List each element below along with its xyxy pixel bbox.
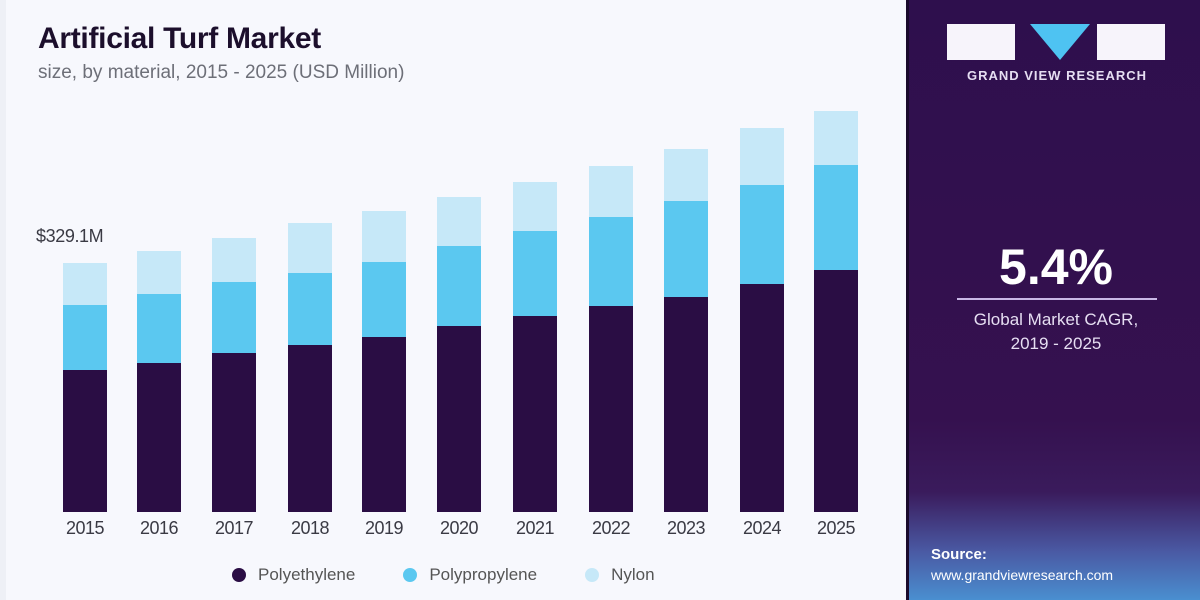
bar-segment-nylon	[212, 238, 256, 282]
bar-segment-polypropylene	[740, 185, 784, 284]
bar-segment-nylon	[437, 197, 481, 246]
bar-segment-nylon	[740, 128, 784, 185]
chart-title: Artificial Turf Market	[38, 22, 321, 55]
source-label: Source:	[931, 546, 987, 563]
side-panel: GRAND VIEW RESEARCH 5.4% Global Market C…	[906, 0, 1200, 600]
bar-2025	[814, 111, 858, 512]
bar-segment-nylon	[137, 251, 181, 294]
bar-segment-polyethylene	[664, 297, 708, 512]
x-axis-label: 2022	[591, 518, 631, 538]
cagr-label-line1: Global Market CAGR,	[973, 310, 1139, 329]
bar-segment-polyethylene	[288, 345, 332, 512]
bar-2015	[63, 263, 107, 512]
value-annotation-2015: $329.1M	[36, 226, 104, 246]
x-axis-label: 2024	[742, 518, 782, 538]
bar-segment-polypropylene	[513, 231, 557, 316]
bar-segment-polypropylene	[589, 217, 633, 306]
bar-2024	[740, 128, 784, 512]
logo-right-box-icon	[1097, 24, 1165, 60]
bar-2017	[212, 238, 256, 512]
bar-segment-polypropylene	[362, 262, 406, 337]
bar-segment-polyethylene	[362, 337, 406, 512]
cagr-label-line2: 2019 - 2025	[1010, 334, 1102, 353]
legend-label: Nylon	[611, 565, 655, 584]
bar-segment-polypropylene	[288, 273, 332, 345]
source-link[interactable]: www.grandviewresearch.com	[931, 567, 1114, 583]
logo-left-box-icon	[947, 24, 1015, 60]
legend-item-polyethylene: Polyethylene	[232, 565, 355, 585]
legend-swatch-polypropylene-icon	[403, 568, 418, 582]
legend-item-polypropylene: Polypropylene	[403, 565, 537, 585]
x-axis-label: 2019	[364, 518, 404, 538]
bar-2023	[664, 149, 708, 512]
bar-segment-polyethylene	[740, 284, 784, 512]
divider	[957, 298, 1157, 300]
bar-segment-polyethylene	[814, 270, 858, 512]
bar-segment-nylon	[63, 263, 107, 305]
bar-segment-nylon	[288, 223, 332, 273]
chart-card: Artificial Turf Market size, by material…	[6, 0, 906, 600]
legend-swatch-polyethylene-icon	[232, 568, 246, 582]
bar-segment-nylon	[362, 211, 406, 262]
x-axis-label: 2021	[515, 518, 555, 538]
bar-segment-polyethylene	[513, 316, 557, 512]
brand-name: GRAND VIEW RESEARCH	[966, 68, 1148, 83]
bar-2016	[137, 251, 181, 512]
bar-segment-polypropylene	[664, 201, 708, 297]
chart-subtitle: size, by material, 2015 - 2025 (USD Mill…	[38, 62, 405, 83]
bar-segment-nylon	[589, 166, 633, 217]
bar-2022	[589, 166, 633, 512]
legend: Polyethylene Polypropylene Nylon	[232, 565, 703, 585]
x-axis-label: 2015	[65, 518, 105, 538]
logo-triangle-icon	[1030, 24, 1090, 60]
x-axis-label: 2023	[666, 518, 706, 538]
bar-segment-polypropylene	[814, 165, 858, 270]
legend-item-nylon: Nylon	[585, 565, 655, 585]
bar-segment-polypropylene	[63, 305, 107, 370]
bar-segment-polypropylene	[212, 282, 256, 353]
bar-segment-polyethylene	[63, 370, 107, 512]
cagr-value: 5.4%	[999, 239, 1113, 295]
bar-segment-nylon	[664, 149, 708, 201]
x-axis-label: 2020	[439, 518, 479, 538]
bar-2020	[437, 197, 481, 512]
bar-segment-polypropylene	[137, 294, 181, 363]
bar-segment-polyethylene	[137, 363, 181, 512]
legend-label: Polyethylene	[258, 565, 356, 584]
stacked-bar-plot: 2015 2016 2017 2018 2019 2020 2021 2022 2023 2024…	[6, 0, 906, 600]
bar-2018	[288, 223, 332, 512]
legend-swatch-nylon-icon	[585, 568, 600, 582]
source: Source: www.grandviewresearch.com	[931, 545, 1113, 585]
bar-segment-polyethylene	[212, 353, 256, 512]
x-axis-label: 2025	[816, 518, 856, 538]
cagr-label: Global Market CAGR, 2019 - 2025	[909, 308, 1200, 356]
legend-label: Polypropylene	[429, 565, 538, 584]
x-axis-label: 2018	[290, 518, 330, 538]
bar-segment-nylon	[814, 111, 858, 165]
x-axis-label: 2016	[139, 518, 179, 538]
bar-segment-polyethylene	[437, 326, 481, 512]
bar-segment-nylon	[513, 182, 557, 231]
bar-2019	[362, 211, 406, 512]
brand-logo: GRAND VIEW RESEARCH	[947, 24, 1167, 94]
bar-2021	[513, 182, 557, 512]
bar-segment-polypropylene	[437, 246, 481, 326]
x-axis-label: 2017	[214, 518, 254, 538]
bar-segment-polyethylene	[589, 306, 633, 512]
